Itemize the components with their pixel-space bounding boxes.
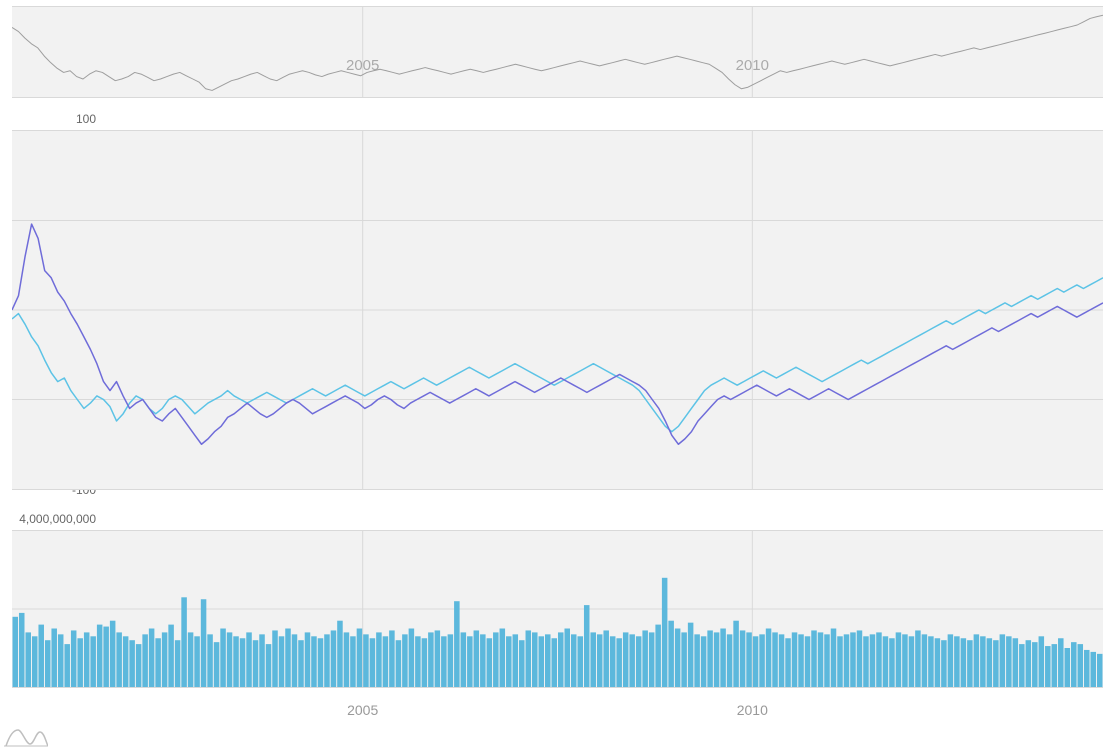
main-panel[interactable] xyxy=(0,130,1113,490)
overview-plot[interactable]: 2005 2010 xyxy=(12,6,1103,98)
main-ytick-100: 100 xyxy=(6,112,96,126)
volume-bar-chart xyxy=(12,531,1103,687)
main-plot[interactable] xyxy=(12,130,1103,490)
x-tick-2005: 2005 xyxy=(347,702,378,718)
svg-text:2010: 2010 xyxy=(736,58,769,74)
overview-line-chart: 2005 2010 xyxy=(12,7,1103,97)
svg-text:2005: 2005 xyxy=(346,58,379,74)
overview-panel[interactable]: 2005 2010 xyxy=(0,6,1113,98)
vol-ytick-4b: 4,000,000,000 xyxy=(6,512,96,526)
x-tick-2010: 2010 xyxy=(737,702,768,718)
volume-panel[interactable] xyxy=(0,530,1113,688)
main-line-chart xyxy=(12,131,1103,489)
volume-plot[interactable] xyxy=(12,530,1103,688)
zoom-data-icon[interactable] xyxy=(4,726,48,748)
